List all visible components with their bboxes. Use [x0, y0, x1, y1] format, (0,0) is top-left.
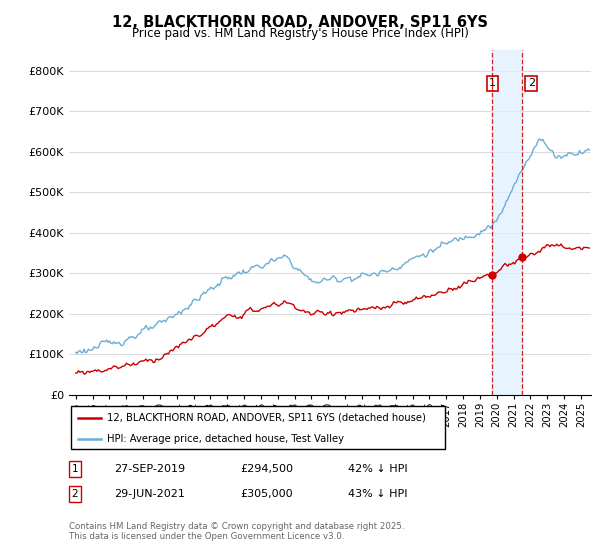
Text: 27-SEP-2019: 27-SEP-2019 [114, 464, 185, 474]
Bar [493, 50, 522, 395]
Text: Contains HM Land Registry data © Crown copyright and database right 2025.
This d: Contains HM Land Registry data © Crown c… [69, 522, 404, 542]
Text: 29-JUN-2021: 29-JUN-2021 [114, 489, 185, 499]
Text: £294,500: £294,500 [240, 464, 293, 474]
Text: 2: 2 [71, 489, 79, 499]
Text: 43% ↓ HPI: 43% ↓ HPI [348, 489, 407, 499]
Text: 42% ↓ HPI: 42% ↓ HPI [348, 464, 407, 474]
Text: Price paid vs. HM Land Registry's House Price Index (HPI): Price paid vs. HM Land Registry's House … [131, 27, 469, 40]
Text: 1: 1 [71, 464, 79, 474]
Text: 12, BLACKTHORN ROAD, ANDOVER, SP11 6YS (detached house): 12, BLACKTHORN ROAD, ANDOVER, SP11 6YS (… [107, 413, 425, 423]
Text: 2: 2 [527, 78, 535, 88]
FancyBboxPatch shape [71, 406, 445, 450]
Text: HPI: Average price, detached house, Test Valley: HPI: Average price, detached house, Test… [107, 434, 344, 444]
Text: 12, BLACKTHORN ROAD, ANDOVER, SP11 6YS: 12, BLACKTHORN ROAD, ANDOVER, SP11 6YS [112, 15, 488, 30]
Text: £305,000: £305,000 [240, 489, 293, 499]
Text: 1: 1 [489, 78, 496, 88]
